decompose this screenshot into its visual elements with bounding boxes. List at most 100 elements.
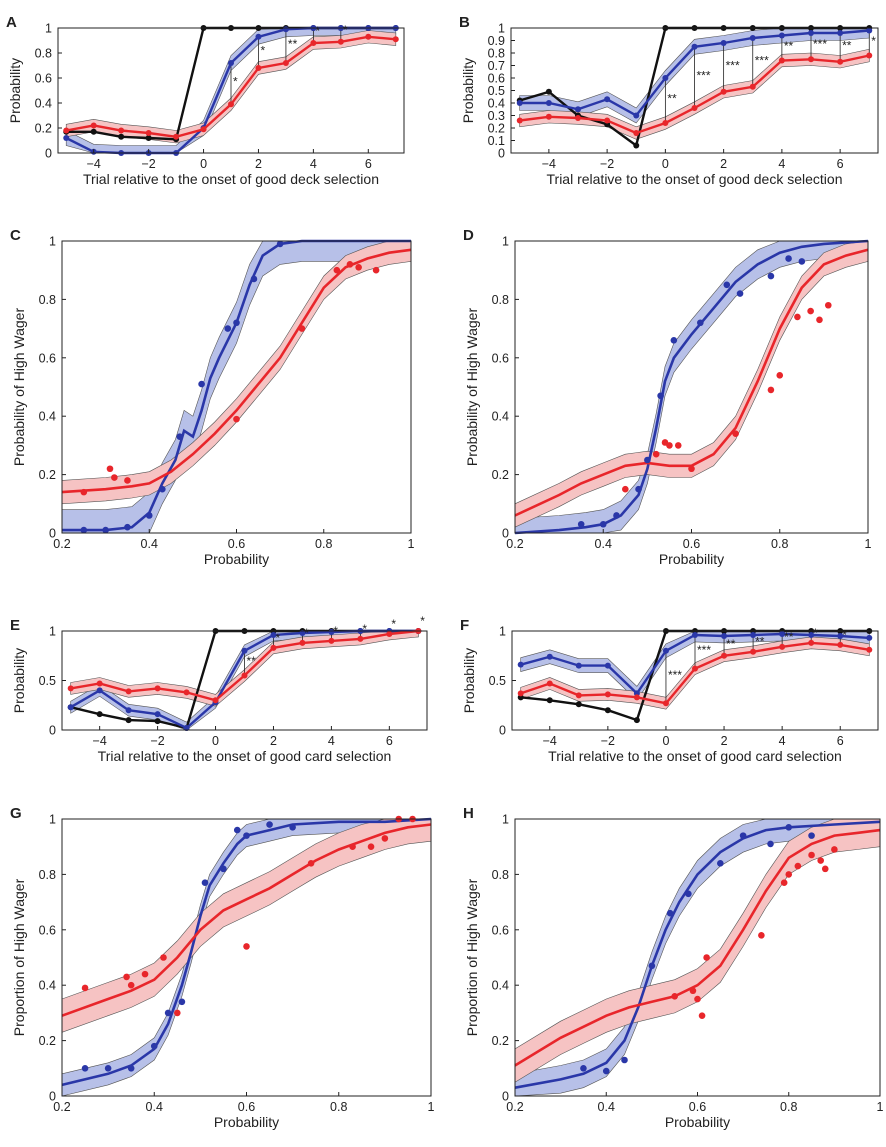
- data-point-red: [776, 372, 784, 379]
- y-tick-label: 0.2: [488, 122, 505, 136]
- fit-curve-blue: [61, 817, 432, 1087]
- y-tick-label: 0: [498, 147, 505, 161]
- data-point-red: [367, 843, 375, 850]
- plot-area: [514, 239, 869, 535]
- panel-label: G: [10, 805, 22, 822]
- data-point-red: [349, 843, 356, 850]
- y-tick-label: 0: [49, 1090, 56, 1104]
- data-point-blue: [577, 520, 585, 528]
- panel-label: E: [10, 617, 20, 634]
- data-point-red: [688, 465, 695, 473]
- y-tick-label: 0.4: [39, 979, 56, 993]
- data-point-blue: [779, 630, 786, 637]
- data-point-red: [282, 60, 289, 66]
- data-point-red: [674, 442, 682, 449]
- y-tick-label: 0.7: [488, 59, 505, 73]
- data-point-black: [546, 697, 553, 704]
- plot-area: ******** ***** *** ** *: [516, 25, 876, 149]
- data-point-blue: [767, 840, 774, 848]
- data-point-red: [307, 860, 315, 867]
- x-tick-label: 0.6: [238, 1100, 255, 1114]
- data-point-blue: [717, 860, 724, 867]
- data-point-red: [81, 984, 89, 992]
- data-point-red: [575, 692, 582, 699]
- data-point-blue: [276, 240, 284, 248]
- fit-curve-red: [514, 248, 869, 517]
- significance-label: *: [343, 23, 348, 37]
- data-point-blue: [633, 112, 640, 119]
- data-point-red: [633, 130, 640, 136]
- data-point-red: [622, 485, 629, 493]
- x-tick-label: 0.2: [53, 537, 70, 551]
- data-point-blue: [96, 687, 103, 694]
- data-point-red: [758, 932, 765, 939]
- x-tick-label: 0.6: [689, 1100, 706, 1114]
- x-tick-label: 4: [328, 734, 335, 748]
- data-point-blue: [67, 704, 74, 711]
- significance-label: *: [813, 626, 818, 640]
- data-point-black: [154, 718, 161, 725]
- significance-label: ***: [697, 643, 711, 657]
- y-tick-label: 1: [499, 625, 506, 639]
- plot-area: [61, 239, 412, 534]
- data-point-red: [817, 857, 824, 864]
- significance-label: **: [784, 630, 794, 644]
- y-tick-label: 0.6: [35, 72, 52, 86]
- data-point-blue: [721, 632, 728, 639]
- data-point-red: [689, 987, 697, 995]
- y-tick-label: 1: [45, 22, 52, 36]
- x-tick-label: −4: [93, 734, 107, 748]
- x-tick-label: 0.6: [683, 537, 700, 551]
- y-tick-label: 0: [502, 527, 509, 541]
- data-point-red: [866, 646, 873, 653]
- data-point-blue: [201, 879, 209, 887]
- data-point-blue: [80, 526, 88, 534]
- data-point-black: [145, 135, 152, 141]
- x-tick-label: 0.8: [330, 1100, 347, 1114]
- y-tick-label: 0.5: [489, 674, 506, 688]
- data-point-red: [174, 1009, 181, 1017]
- y-tick-label: 1: [49, 625, 56, 639]
- x-tick-label: 0.2: [506, 537, 523, 551]
- data-point-blue: [228, 60, 234, 66]
- data-point-blue: [866, 27, 873, 34]
- data-point-red: [357, 635, 364, 642]
- y-tick-label: 0.2: [39, 1034, 56, 1048]
- fit-curve-red: [514, 828, 881, 1067]
- y-tick-label: 0.8: [35, 47, 52, 61]
- data-point-black: [604, 707, 611, 714]
- axes-frame: [61, 818, 432, 1097]
- y-axis-label: Probability: [11, 648, 27, 713]
- y-axis-label: Proportion of High Wager: [11, 878, 27, 1036]
- panel-label: A: [6, 14, 17, 31]
- y-tick-label: 0.4: [492, 979, 509, 993]
- significance-label: *: [275, 631, 280, 645]
- data-point-red: [698, 1012, 706, 1019]
- data-point-red: [160, 954, 167, 961]
- data-point-blue: [692, 631, 698, 638]
- data-point-blue: [102, 526, 109, 534]
- data-point-red: [124, 477, 131, 484]
- x-axis-label: Trial relative to the onset of good deck…: [83, 171, 379, 187]
- data-point-red: [346, 261, 354, 268]
- y-axis-label: Probability: [461, 648, 477, 713]
- panel-label: H: [463, 805, 474, 822]
- x-tick-label: 0.4: [146, 1100, 163, 1114]
- x-tick-label: 1: [408, 537, 415, 551]
- data-point-red: [392, 36, 399, 43]
- data-point-red: [372, 266, 380, 274]
- data-point-red: [692, 665, 698, 672]
- x-tick-label: 0.4: [598, 1100, 615, 1114]
- y-tick-label: 0.5: [488, 84, 505, 98]
- y-tick-label: 0: [45, 147, 52, 161]
- data-point-blue: [159, 485, 166, 493]
- data-point-red: [270, 644, 277, 651]
- data-point-blue: [545, 100, 552, 106]
- significance-label: **: [667, 92, 677, 106]
- y-tick-label: 1: [502, 813, 509, 827]
- data-point-black: [545, 88, 552, 95]
- y-tick-label: 0.5: [39, 674, 56, 688]
- y-tick-label: 0.4: [35, 97, 52, 111]
